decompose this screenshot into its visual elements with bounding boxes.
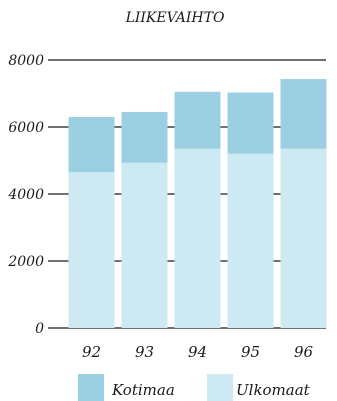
x-category-label: 96 bbox=[294, 343, 314, 361]
bar-kotimaa-94 bbox=[174, 91, 221, 149]
bar-kotimaa-92 bbox=[68, 116, 115, 173]
bar-kotimaa-93 bbox=[121, 111, 168, 163]
x-category-labels: 92 93 94 95 96 bbox=[82, 343, 314, 361]
bar-ulkomaat-92 bbox=[68, 172, 115, 328]
bar-ulkomaat-96 bbox=[280, 148, 327, 328]
y-tick-label: 0 bbox=[35, 321, 44, 337]
y-tick-label: 8000 bbox=[8, 53, 44, 69]
legend-swatch-ulkomaat bbox=[207, 374, 233, 401]
x-category-label: 95 bbox=[241, 343, 260, 361]
x-category-label: 93 bbox=[135, 343, 154, 361]
bar-ulkomaat-94 bbox=[174, 148, 221, 328]
legend-swatch-kotimaa bbox=[78, 374, 104, 401]
bar-kotimaa-95 bbox=[227, 92, 274, 154]
chart-title: LIIKEVAIHTO bbox=[125, 10, 225, 26]
bar-ulkomaat-93 bbox=[121, 162, 168, 328]
bars bbox=[68, 79, 327, 328]
x-category-label: 94 bbox=[188, 343, 207, 361]
legend: Kotimaa Ulkomaat bbox=[78, 374, 311, 401]
bar-kotimaa-96 bbox=[280, 79, 327, 149]
y-tick-label: 4000 bbox=[7, 187, 44, 203]
bar-ulkomaat-95 bbox=[227, 153, 274, 328]
y-tick-label: 6000 bbox=[8, 120, 44, 136]
x-category-label: 92 bbox=[82, 343, 101, 361]
legend-label-kotimaa: Kotimaa bbox=[111, 381, 175, 399]
legend-label-ulkomaat: Ulkomaat bbox=[236, 381, 311, 399]
y-tick-label: 2000 bbox=[7, 254, 44, 270]
y-tick-labels: 0 2000 4000 6000 8000 bbox=[7, 53, 44, 337]
